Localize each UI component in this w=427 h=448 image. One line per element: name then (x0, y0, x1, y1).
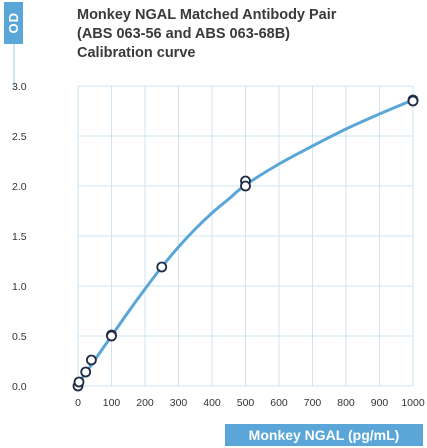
data-point-2 (80, 366, 92, 378)
chart-title-line-1: Monkey NGAL Matched Antibody Pair (77, 7, 337, 23)
y-tick-label-4: 2.0 (12, 181, 27, 193)
x-tick-label-6: 600 (270, 397, 288, 409)
y-tick-label-2: 1.0 (12, 281, 27, 293)
x-axis-title: Monkey NGAL (pg/mL) (225, 424, 423, 446)
y-tick-label-1: 0.5 (12, 331, 27, 343)
data-point-1 (73, 376, 85, 388)
y-tick-label-6: 3.0 (12, 81, 27, 93)
data-point-6 (156, 261, 168, 273)
x-tick-label-8: 800 (337, 397, 355, 409)
y-tick-label-5: 2.5 (12, 131, 27, 143)
data-point-5 (106, 330, 117, 342)
x-tick-label-5: 500 (237, 397, 255, 409)
chart-title-line-3: Calibration curve (77, 45, 196, 61)
data-points (72, 94, 419, 392)
x-tick-label-9: 900 (371, 397, 389, 409)
chart-title: Monkey NGAL Matched Antibody Pair (ABS 0… (77, 6, 422, 63)
data-point-3 (86, 354, 97, 366)
y-tick-label-0: 0.0 (12, 381, 27, 393)
x-tick-label-3: 300 (170, 397, 188, 409)
x-tick-label-7: 700 (304, 397, 322, 409)
data-point-10 (407, 95, 419, 107)
x-tick-labels: 0 100 200 300 400 500 600 700 800 900 1000 (75, 397, 425, 409)
data-point-8 (240, 180, 251, 192)
x-tick-label-1: 100 (103, 397, 121, 409)
x-tick-label-0: 0 (75, 397, 81, 409)
x-tick-label-4: 400 (203, 397, 221, 409)
y-tick-label-3: 1.5 (12, 231, 27, 243)
x-tick-label-10: 1000 (401, 397, 425, 409)
chart-title-line-2: (ABS 063-56 and ABS 063-68B) (77, 26, 291, 42)
y-tick-labels: 0.0 0.5 1.0 1.5 2.0 2.5 3.0 (12, 81, 27, 393)
fit-curve (76, 98, 415, 386)
grid-lines (77, 85, 414, 387)
od-axis-tag: OD (4, 2, 23, 44)
tag-divider (13, 44, 15, 88)
x-tick-label-2: 200 (136, 397, 154, 409)
